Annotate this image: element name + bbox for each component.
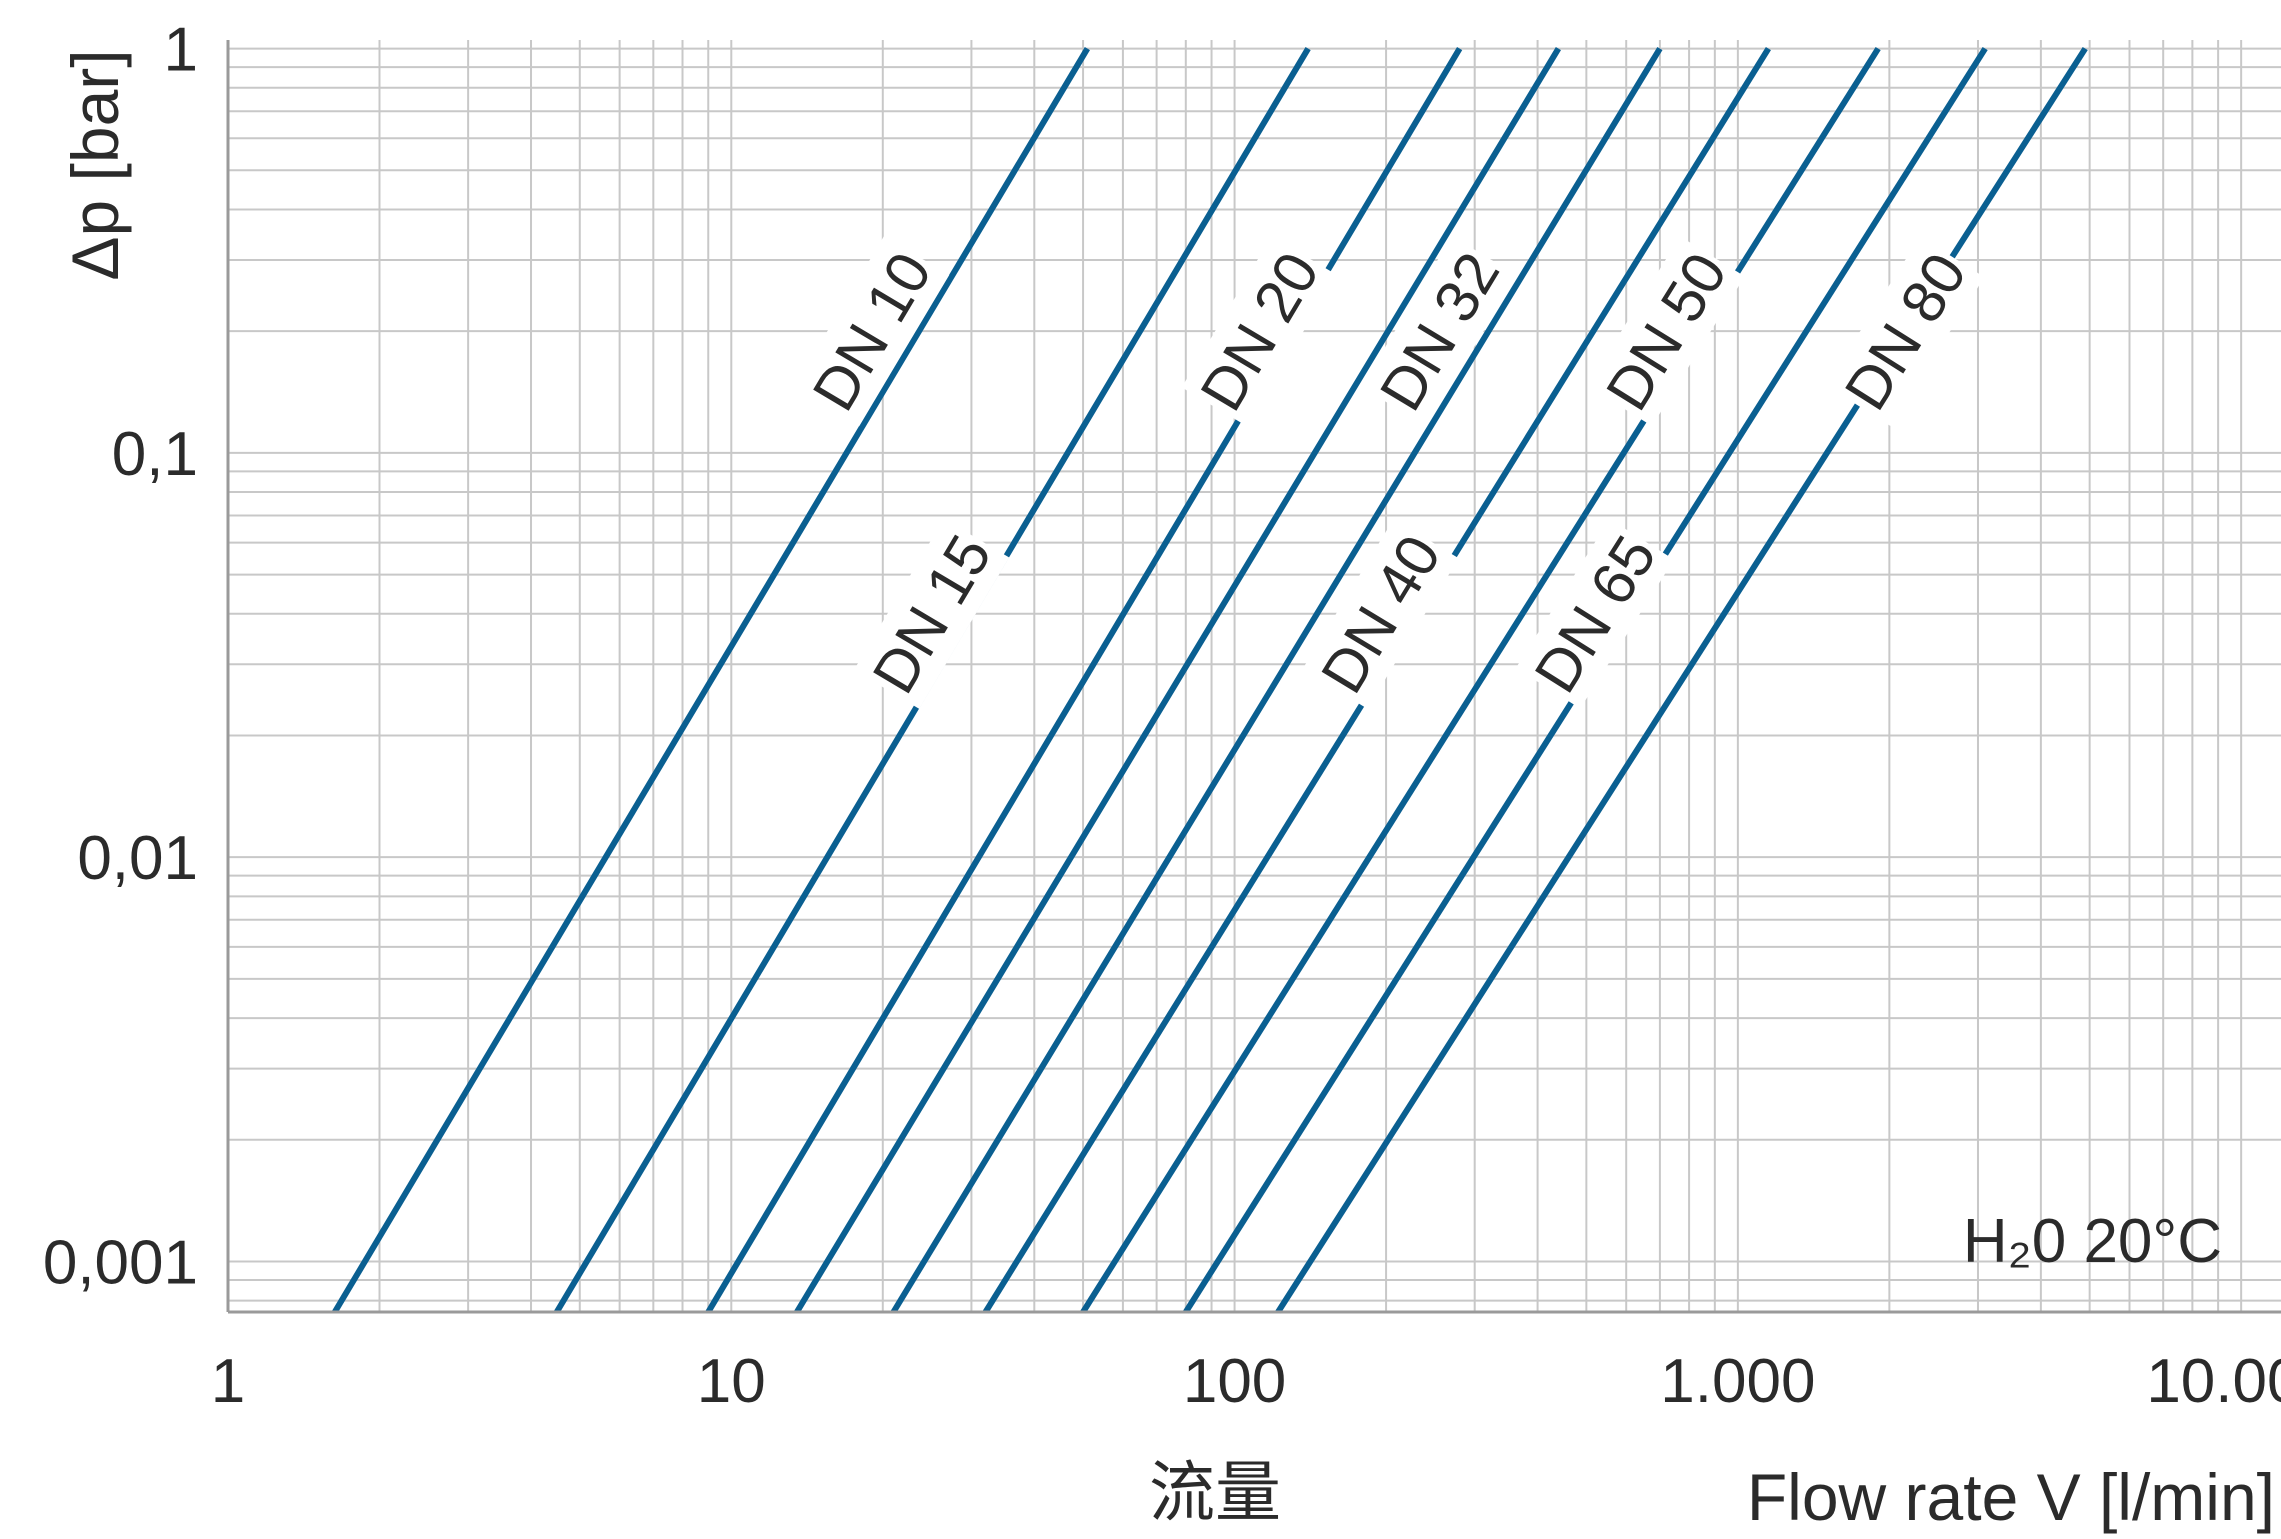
y-tick-label: 1 — [164, 16, 198, 85]
series-lines — [332, 46, 2088, 1314]
series-label-background — [1181, 236, 1337, 427]
y-tick-label: 0,01 — [77, 824, 198, 893]
series-label-background — [853, 518, 1010, 709]
y-tick-label: 0,001 — [43, 1228, 198, 1297]
x-tick-label: 1.000 — [1660, 1347, 1815, 1416]
series-label-background — [793, 236, 950, 427]
y-axis-title: Δp [bar] — [58, 49, 132, 280]
series-line — [705, 47, 1463, 1314]
series-line — [332, 47, 1090, 1314]
y-tick-label: 0,1 — [112, 420, 198, 489]
series-line — [794, 47, 1561, 1314]
x-tick-label: 10 — [697, 1347, 766, 1416]
axes: 1 10 100 1.000 10.000 1 0,1 0,01 0,001 — [43, 16, 2281, 1416]
x-tick-label: 10.000 — [2146, 1347, 2281, 1416]
x-axis-title: Flow rate V [l/min] — [1747, 1460, 2275, 1534]
series-label-background — [1587, 236, 1745, 426]
series-label-background — [1515, 519, 1674, 709]
grid — [227, 40, 2281, 1312]
medium-annotation: H₂0 20°C — [1963, 1207, 2222, 1276]
x-tick-label: 1 — [211, 1347, 245, 1416]
x-axis-title-cn: 流量 — [1149, 1455, 1281, 1529]
series-label-background — [1361, 236, 1518, 427]
series-line — [1080, 46, 1881, 1314]
series-label-background — [1826, 236, 1985, 426]
x-tick-label: 100 — [1183, 1347, 1286, 1416]
series-label-background — [1302, 518, 1459, 709]
series-line — [890, 47, 1663, 1314]
